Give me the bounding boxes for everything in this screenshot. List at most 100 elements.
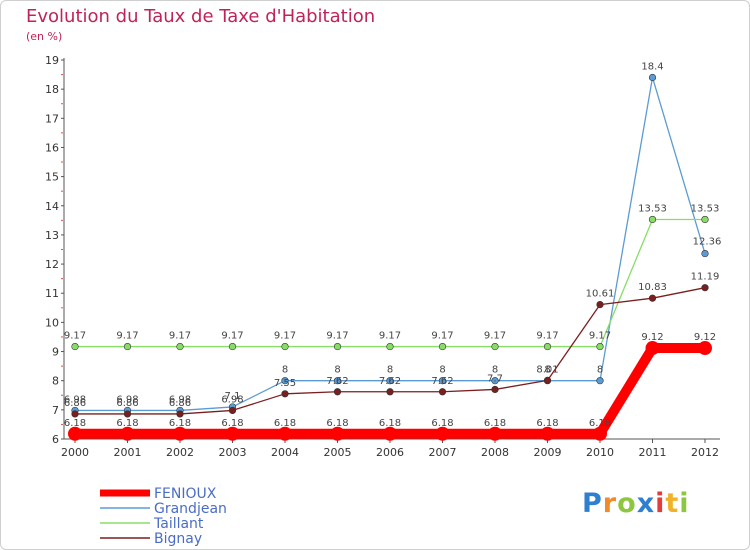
data-point-taillant — [701, 215, 709, 224]
data-label-fenioux: 9.12 — [694, 332, 716, 343]
data-point-taillant — [648, 215, 657, 224]
data-label-bignay: 6.86 — [169, 398, 191, 409]
chart-title: Evolution du Taux de Taxe d'Habitation — [26, 6, 376, 27]
data-point-bignay — [281, 390, 289, 398]
data-label-grandjean: 8 — [492, 365, 498, 376]
y-tick-label: 13 — [45, 229, 59, 242]
chart-subtitle: (en %) — [26, 30, 63, 43]
data-point-bignay — [491, 385, 499, 394]
x-tick-label: 2009 — [534, 446, 562, 459]
data-label-fenioux: 6.18 — [326, 418, 348, 429]
data-point-taillant — [333, 342, 342, 351]
data-label-fenioux: 6.18 — [169, 418, 191, 429]
y-tick-label: 6 — [52, 433, 59, 446]
data-label-bignay: 10.83 — [638, 282, 667, 293]
data-label-grandjean: 12.36 — [693, 237, 722, 248]
y-tick-label: 19 — [45, 54, 59, 67]
data-point-grandjean — [438, 377, 447, 385]
x-tick-label: 2006 — [376, 446, 404, 459]
data-label-fenioux: 6.18 — [431, 418, 453, 429]
data-point-fenioux — [330, 426, 345, 441]
data-label-grandjean: 8 — [544, 365, 550, 376]
data-label-grandjean: 8 — [439, 365, 445, 376]
x-tick-label: 2001 — [114, 446, 142, 459]
data-point-bignay — [648, 294, 657, 302]
data-point-taillant — [386, 342, 394, 351]
data-label-fenioux: 6.18 — [221, 418, 243, 429]
data-label-grandjean: 6.98 — [169, 394, 191, 405]
data-label-fenioux: 6.18 — [484, 418, 506, 429]
data-point-fenioux — [278, 426, 292, 441]
data-point-bignay — [228, 406, 237, 415]
data-label-bignay: 7.55 — [274, 378, 296, 389]
y-tick-label: 11 — [45, 287, 59, 300]
y-tick-label: 16 — [45, 141, 59, 154]
data-point-grandjean — [648, 73, 657, 82]
data-point-fenioux — [540, 426, 555, 441]
data-point-fenioux — [173, 426, 187, 441]
data-point-bignay — [701, 284, 709, 292]
logo-letter: i — [655, 488, 666, 519]
x-tick-label: 2010 — [586, 446, 614, 459]
x-tick-label: 2003 — [219, 446, 247, 459]
y-tick-label: 15 — [45, 171, 59, 184]
data-point-fenioux — [383, 426, 397, 441]
y-tick-label: 8 — [52, 375, 59, 388]
data-label-bignay: 8.01 — [536, 364, 558, 375]
data-point-bignay — [176, 410, 184, 418]
data-label-fenioux: 6.18 — [274, 418, 296, 429]
data-point-fenioux — [68, 426, 82, 441]
data-point-taillant — [71, 342, 79, 351]
x-tick-label: 2007 — [429, 446, 457, 459]
data-label-taillant: 9.17 — [379, 331, 401, 342]
data-point-taillant — [281, 342, 289, 351]
data-point-taillant — [123, 342, 132, 351]
data-label-grandjean: 8 — [597, 365, 603, 376]
legend-label-grandjean: Grandjean — [154, 501, 227, 517]
data-label-grandjean: 8 — [387, 365, 393, 376]
data-label-taillant: 9.17 — [274, 331, 296, 342]
series-line-grandjean — [75, 76, 706, 412]
data-label-bignay: 6.98 — [221, 394, 243, 405]
logo-letter: x — [636, 488, 656, 519]
data-point-fenioux — [698, 341, 712, 356]
data-point-taillant — [596, 342, 604, 351]
data-point-taillant — [228, 342, 237, 351]
data-point-grandjean — [491, 377, 499, 385]
data-label-grandjean: 18.4 — [641, 61, 663, 72]
data-point-fenioux — [593, 426, 607, 441]
data-label-bignay: 7.62 — [326, 376, 348, 387]
data-point-fenioux — [120, 426, 135, 441]
x-tick-label: 2008 — [481, 446, 509, 459]
data-label-grandjean: 7.1 — [225, 391, 241, 402]
data-point-bignay — [596, 301, 604, 309]
data-label-bignay: 7.7 — [487, 373, 503, 384]
data-point-bignay — [123, 410, 132, 418]
data-point-grandjean — [701, 249, 709, 258]
x-tick-label: 2000 — [61, 446, 89, 459]
data-label-grandjean: 8 — [334, 365, 340, 376]
data-point-grandjean — [281, 377, 289, 385]
data-label-taillant: 13.53 — [638, 203, 667, 214]
y-tick-label: 18 — [45, 83, 59, 96]
x-tick-label: 2011 — [639, 446, 667, 459]
x-tick-label: 2012 — [691, 446, 719, 459]
data-label-bignay: 6.86 — [64, 398, 86, 409]
data-point-bignay — [438, 388, 447, 396]
data-label-fenioux: 6.18 — [64, 418, 86, 429]
data-label-taillant: 9.17 — [326, 331, 348, 342]
y-tick-label: 14 — [45, 200, 59, 213]
logo-letter: i — [679, 488, 690, 519]
legend-label-fenioux: FENIOUX — [154, 486, 217, 502]
data-label-taillant: 13.53 — [691, 203, 720, 214]
data-label-bignay: 10.61 — [586, 289, 615, 300]
legend-label-bignay: Bignay — [154, 531, 202, 547]
data-label-taillant: 9.17 — [484, 331, 506, 342]
data-label-taillant: 9.17 — [431, 331, 453, 342]
x-tick-label: 2005 — [324, 446, 352, 459]
data-label-bignay: 7.62 — [431, 376, 453, 387]
data-label-taillant: 9.17 — [589, 331, 611, 342]
y-tick-label: 10 — [45, 316, 59, 329]
data-label-fenioux: 6.18 — [116, 418, 138, 429]
data-label-grandjean: 6.98 — [116, 394, 138, 405]
